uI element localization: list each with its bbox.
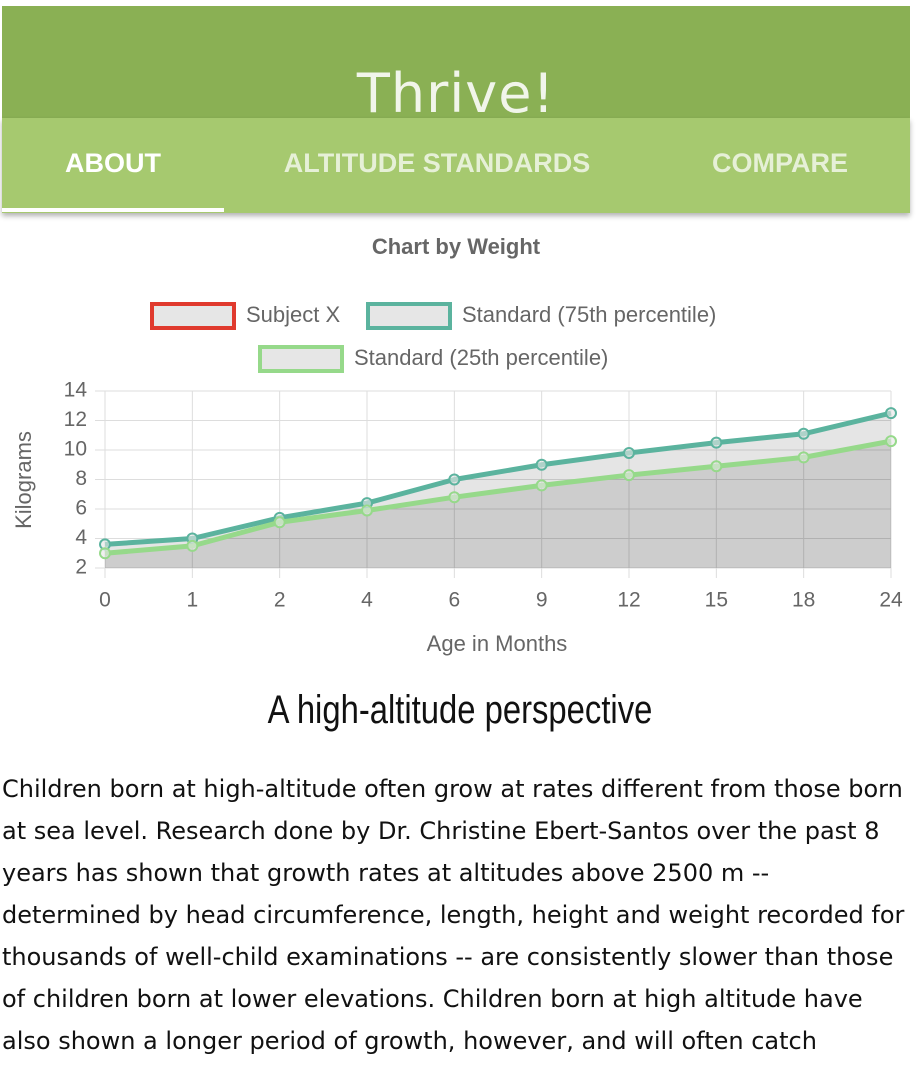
chart-title: Chart by Weight bbox=[372, 234, 541, 259]
series-line bbox=[104, 410, 892, 547]
y-tick-label: 14 bbox=[64, 379, 88, 402]
data-point bbox=[623, 446, 635, 459]
nav-tab[interactable]: ABOUT bbox=[65, 148, 161, 178]
x-tick-label: 15 bbox=[705, 589, 728, 612]
x-tick-label: 9 bbox=[536, 589, 548, 612]
data-point bbox=[797, 427, 810, 440]
legend-swatch bbox=[366, 302, 452, 330]
x-tick-label: 0 bbox=[99, 589, 111, 612]
data-point bbox=[99, 547, 111, 560]
nav-tab[interactable]: ALTITUDE STANDARDS bbox=[283, 148, 591, 178]
x-tick-label: 12 bbox=[617, 589, 640, 612]
x-axis-label: Age in Months bbox=[427, 631, 568, 656]
y-tick-label: 4 bbox=[75, 526, 87, 549]
y-tick-label: 6 bbox=[75, 497, 87, 520]
data-point bbox=[710, 460, 723, 473]
header: Thrive! bbox=[2, 6, 910, 125]
article-heading: A high-altitude perspective bbox=[267, 688, 653, 732]
legend-label: Subject X bbox=[246, 302, 340, 327]
series-line bbox=[104, 438, 892, 556]
legend-label: Standard (25th percentile) bbox=[354, 345, 608, 370]
data-point bbox=[535, 458, 548, 471]
y-tick-label: 12 bbox=[64, 408, 87, 431]
data-point bbox=[273, 516, 286, 529]
data-point bbox=[885, 435, 897, 448]
x-tick-label: 1 bbox=[186, 589, 198, 612]
x-tick-label: 24 bbox=[879, 589, 903, 612]
x-tick-label: 4 bbox=[361, 589, 373, 612]
data-point bbox=[448, 491, 461, 504]
y-tick-label: 8 bbox=[75, 467, 87, 490]
data-point bbox=[885, 407, 897, 420]
data-point bbox=[797, 451, 810, 464]
x-tick-label: 6 bbox=[448, 589, 460, 612]
y-axis-label: Kilograms bbox=[11, 431, 36, 529]
nav-tab[interactable]: COMPARE bbox=[711, 148, 849, 178]
legend-swatch bbox=[258, 345, 344, 373]
data-point bbox=[186, 539, 199, 552]
article-text: Children born at high-altitude often gro… bbox=[2, 775, 905, 1055]
nav-bar: ABOUT ALTITUDE STANDARDS COMPARE bbox=[2, 118, 910, 213]
data-point bbox=[361, 504, 373, 517]
series-area bbox=[105, 441, 891, 568]
data-point bbox=[535, 479, 548, 492]
x-tick-label: 18 bbox=[792, 589, 815, 612]
y-tick-label: 10 bbox=[64, 438, 87, 461]
active-tab-indicator bbox=[2, 208, 224, 212]
data-point bbox=[448, 473, 461, 486]
data-point bbox=[623, 469, 635, 482]
x-tick-label: 2 bbox=[274, 589, 286, 612]
legend-label: Standard (75th percentile) bbox=[462, 302, 716, 327]
legend-swatch bbox=[150, 302, 236, 330]
app-title: Thrive! bbox=[356, 62, 556, 125]
y-tick-label: 2 bbox=[75, 556, 87, 579]
data-point bbox=[710, 436, 723, 449]
chart: Chart by Weight Age in Months Kilograms … bbox=[11, 234, 903, 656]
